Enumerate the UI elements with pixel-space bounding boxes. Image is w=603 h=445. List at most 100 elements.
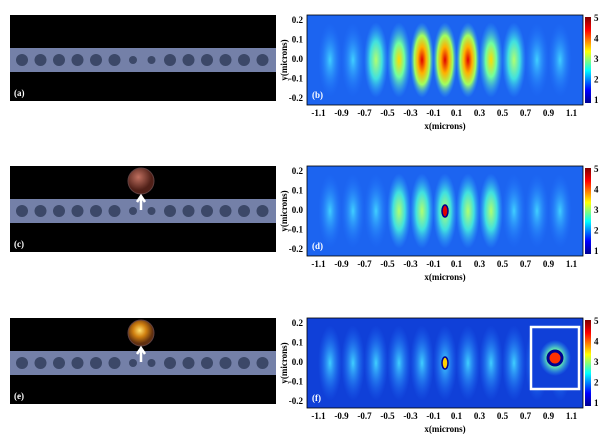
colorbar bbox=[585, 17, 591, 103]
field-lobe bbox=[525, 173, 549, 249]
hole bbox=[129, 56, 137, 64]
hole bbox=[238, 205, 250, 217]
colorbar-tick: 2 bbox=[594, 378, 599, 388]
x-tick-label: -1.1 bbox=[311, 259, 326, 269]
field-lobe bbox=[387, 173, 411, 249]
x-tick-label: 0.3 bbox=[474, 259, 486, 269]
field-lobe bbox=[387, 325, 411, 401]
hole bbox=[109, 54, 121, 66]
x-tick-label: -0.1 bbox=[426, 259, 441, 269]
hole bbox=[72, 54, 84, 66]
hole bbox=[201, 54, 213, 66]
hole bbox=[90, 357, 102, 369]
hotspot bbox=[442, 357, 448, 369]
y-tick-label: -0.2 bbox=[289, 244, 304, 254]
hole bbox=[35, 205, 47, 217]
y-tick-label: 0.2 bbox=[292, 15, 304, 25]
field-lobe bbox=[479, 173, 503, 249]
hole bbox=[148, 207, 156, 215]
field-lobe bbox=[479, 325, 503, 401]
field-lobe bbox=[548, 22, 572, 98]
panel-label: (a) bbox=[14, 88, 25, 98]
hole bbox=[164, 357, 176, 369]
hole bbox=[257, 205, 269, 217]
hotspot bbox=[442, 205, 448, 217]
x-tick-label: 0.9 bbox=[543, 259, 555, 269]
colorbar-tick: 3 bbox=[594, 205, 599, 215]
x-tick-label: 0.7 bbox=[520, 411, 532, 421]
hole bbox=[109, 357, 121, 369]
y-axis-label: y(microns) bbox=[279, 190, 289, 231]
hole bbox=[220, 205, 232, 217]
y-tick-label: -0.2 bbox=[289, 93, 304, 103]
hole bbox=[201, 357, 213, 369]
field-lobe bbox=[341, 173, 365, 249]
y-tick-label: 0.0 bbox=[292, 54, 304, 64]
field-lobe bbox=[364, 22, 388, 98]
colorbar-tick: 4 bbox=[594, 337, 599, 347]
hole bbox=[53, 357, 65, 369]
colorbar-tick: 3 bbox=[594, 54, 599, 64]
x-tick-label: 0.5 bbox=[497, 108, 509, 118]
field-lobe bbox=[341, 22, 365, 98]
hole bbox=[238, 357, 250, 369]
hole bbox=[148, 56, 156, 64]
y-tick-label: 0.0 bbox=[292, 357, 304, 367]
hole bbox=[16, 54, 28, 66]
x-tick-label: -0.3 bbox=[403, 108, 418, 118]
hole bbox=[109, 205, 121, 217]
x-tick-label: 1.1 bbox=[566, 411, 578, 421]
hole bbox=[90, 205, 102, 217]
hole bbox=[201, 205, 213, 217]
y-tick-label: -0.1 bbox=[289, 74, 304, 84]
colorbar-tick: 2 bbox=[594, 226, 599, 236]
panel-label: (c) bbox=[14, 239, 24, 249]
colorbar-tick: 1 bbox=[594, 246, 599, 256]
x-tick-label: -1.1 bbox=[311, 108, 326, 118]
colorbar-tick: 3 bbox=[594, 357, 599, 367]
hole bbox=[220, 54, 232, 66]
field-lobe bbox=[410, 173, 434, 249]
x-tick-label: -0.9 bbox=[334, 411, 349, 421]
hole bbox=[16, 357, 28, 369]
hole bbox=[129, 359, 137, 367]
x-tick-label: 0.5 bbox=[497, 411, 509, 421]
waveguide bbox=[10, 199, 276, 223]
field-lobe bbox=[318, 325, 342, 401]
x-tick-label: -0.3 bbox=[403, 259, 418, 269]
colorbar bbox=[585, 320, 591, 406]
x-tick-label: -0.7 bbox=[357, 108, 372, 118]
particle bbox=[128, 168, 154, 194]
x-tick-label: -0.5 bbox=[380, 108, 395, 118]
field-lobe bbox=[456, 325, 480, 401]
x-tick-label: 0.9 bbox=[543, 411, 555, 421]
field-lobe bbox=[318, 173, 342, 249]
hole bbox=[35, 357, 47, 369]
y-tick-label: 0.0 bbox=[292, 205, 304, 215]
hole bbox=[148, 359, 156, 367]
x-tick-label: 0.3 bbox=[474, 108, 486, 118]
field-lobe bbox=[502, 22, 526, 98]
x-tick-label: 0.9 bbox=[543, 108, 555, 118]
colorbar-tick: 5 bbox=[594, 316, 599, 326]
field-lobe bbox=[456, 173, 480, 249]
field-lobe bbox=[433, 22, 457, 98]
field-lobe bbox=[502, 173, 526, 249]
field-lobe bbox=[341, 325, 365, 401]
hole bbox=[220, 357, 232, 369]
colorbar-tick: 5 bbox=[594, 13, 599, 23]
hole bbox=[53, 205, 65, 217]
field-lobe bbox=[548, 173, 572, 249]
x-tick-label: -1.1 bbox=[311, 411, 326, 421]
y-tick-label: 0.1 bbox=[292, 186, 304, 196]
hole bbox=[72, 357, 84, 369]
hole bbox=[129, 207, 137, 215]
x-tick-label: -0.5 bbox=[380, 259, 395, 269]
panel-label: (e) bbox=[14, 391, 24, 401]
x-tick-label: -0.7 bbox=[357, 411, 372, 421]
x-tick-label: -0.7 bbox=[357, 259, 372, 269]
x-tick-label: 0.7 bbox=[520, 259, 532, 269]
y-tick-label: 0.2 bbox=[292, 166, 304, 176]
map-label: (d) bbox=[312, 241, 323, 251]
y-tick-label: -0.1 bbox=[289, 377, 304, 387]
